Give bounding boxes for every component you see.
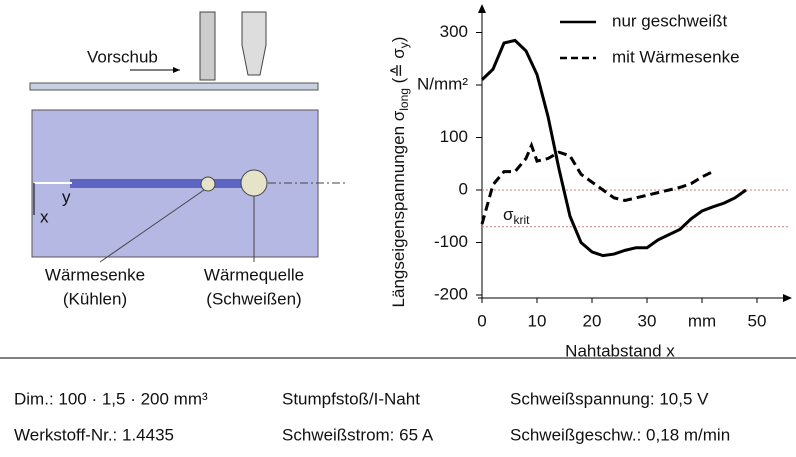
x-tick-label: 10 — [528, 311, 547, 330]
x-axis-label: Nahtabstand x — [565, 341, 675, 360]
footer-text: Schweißspannung: 10,5 V — [510, 389, 709, 408]
arrow-head — [783, 294, 792, 302]
x-tick-label: 0 — [477, 311, 486, 330]
x-tick-label: 30 — [638, 311, 657, 330]
y-tick-label: N/mm² — [417, 74, 468, 93]
axis-label: x — [40, 207, 49, 226]
weld-seam — [70, 179, 248, 188]
feed-label: Vorschub — [87, 47, 158, 66]
arrow-head — [173, 67, 180, 73]
footer-text: Schweißstrom: 65 A — [282, 425, 434, 444]
leader-line — [99, 189, 205, 263]
x-tick-label: mm — [688, 311, 716, 330]
series-line — [480, 141, 714, 225]
y-axis-label: Längseigenspannungen σlong (≙ σy) — [389, 37, 411, 308]
annotation-part: σ — [503, 205, 514, 224]
sink-label: Wärmesenke — [45, 265, 145, 284]
label-part: y — [397, 42, 411, 48]
label-part: (≙ σ — [389, 48, 408, 88]
y-tick-label: 300 — [440, 22, 468, 41]
y-tick-label: 0 — [459, 179, 468, 198]
label-part: long — [397, 88, 411, 111]
legend-label: mit Wärmesenke — [612, 47, 740, 66]
footer-text: Dim.: 100 · 1,5 · 200 mm³ — [14, 389, 208, 408]
source-label: (Schweißen) — [206, 289, 301, 308]
axis-label: y — [62, 187, 71, 206]
welding-torch — [241, 11, 267, 76]
annotation-part: krit — [514, 213, 531, 227]
legend-label: nur geschweißt — [612, 11, 728, 30]
y-tick-label: -200 — [434, 284, 468, 303]
series-line — [480, 38, 747, 258]
heat-source — [240, 169, 268, 197]
footer-text: Werkstoff-Nr.: 1.4435 — [14, 425, 174, 444]
sink-label: (Kühlen) — [63, 289, 127, 308]
footer-text: Schweißgeschw.: 0,18 m/min — [510, 425, 730, 444]
x-tick-label: 20 — [583, 311, 602, 330]
y-tick-label: 100 — [440, 127, 468, 146]
footer-text: Stumpfstoß/I-Naht — [282, 389, 420, 408]
label-part: ) — [389, 37, 408, 43]
y-tick-label: -100 — [434, 232, 468, 251]
x-tick-label: 50 — [748, 311, 767, 330]
rail — [29, 82, 319, 91]
cooling-tool — [199, 11, 216, 81]
annotation: σkrit — [503, 205, 530, 227]
source-label: Wärmequelle — [204, 265, 304, 284]
label-part: Längseigenspannungen σ — [389, 110, 408, 307]
heat-sink — [200, 176, 216, 192]
arrow-head — [478, 4, 486, 13]
